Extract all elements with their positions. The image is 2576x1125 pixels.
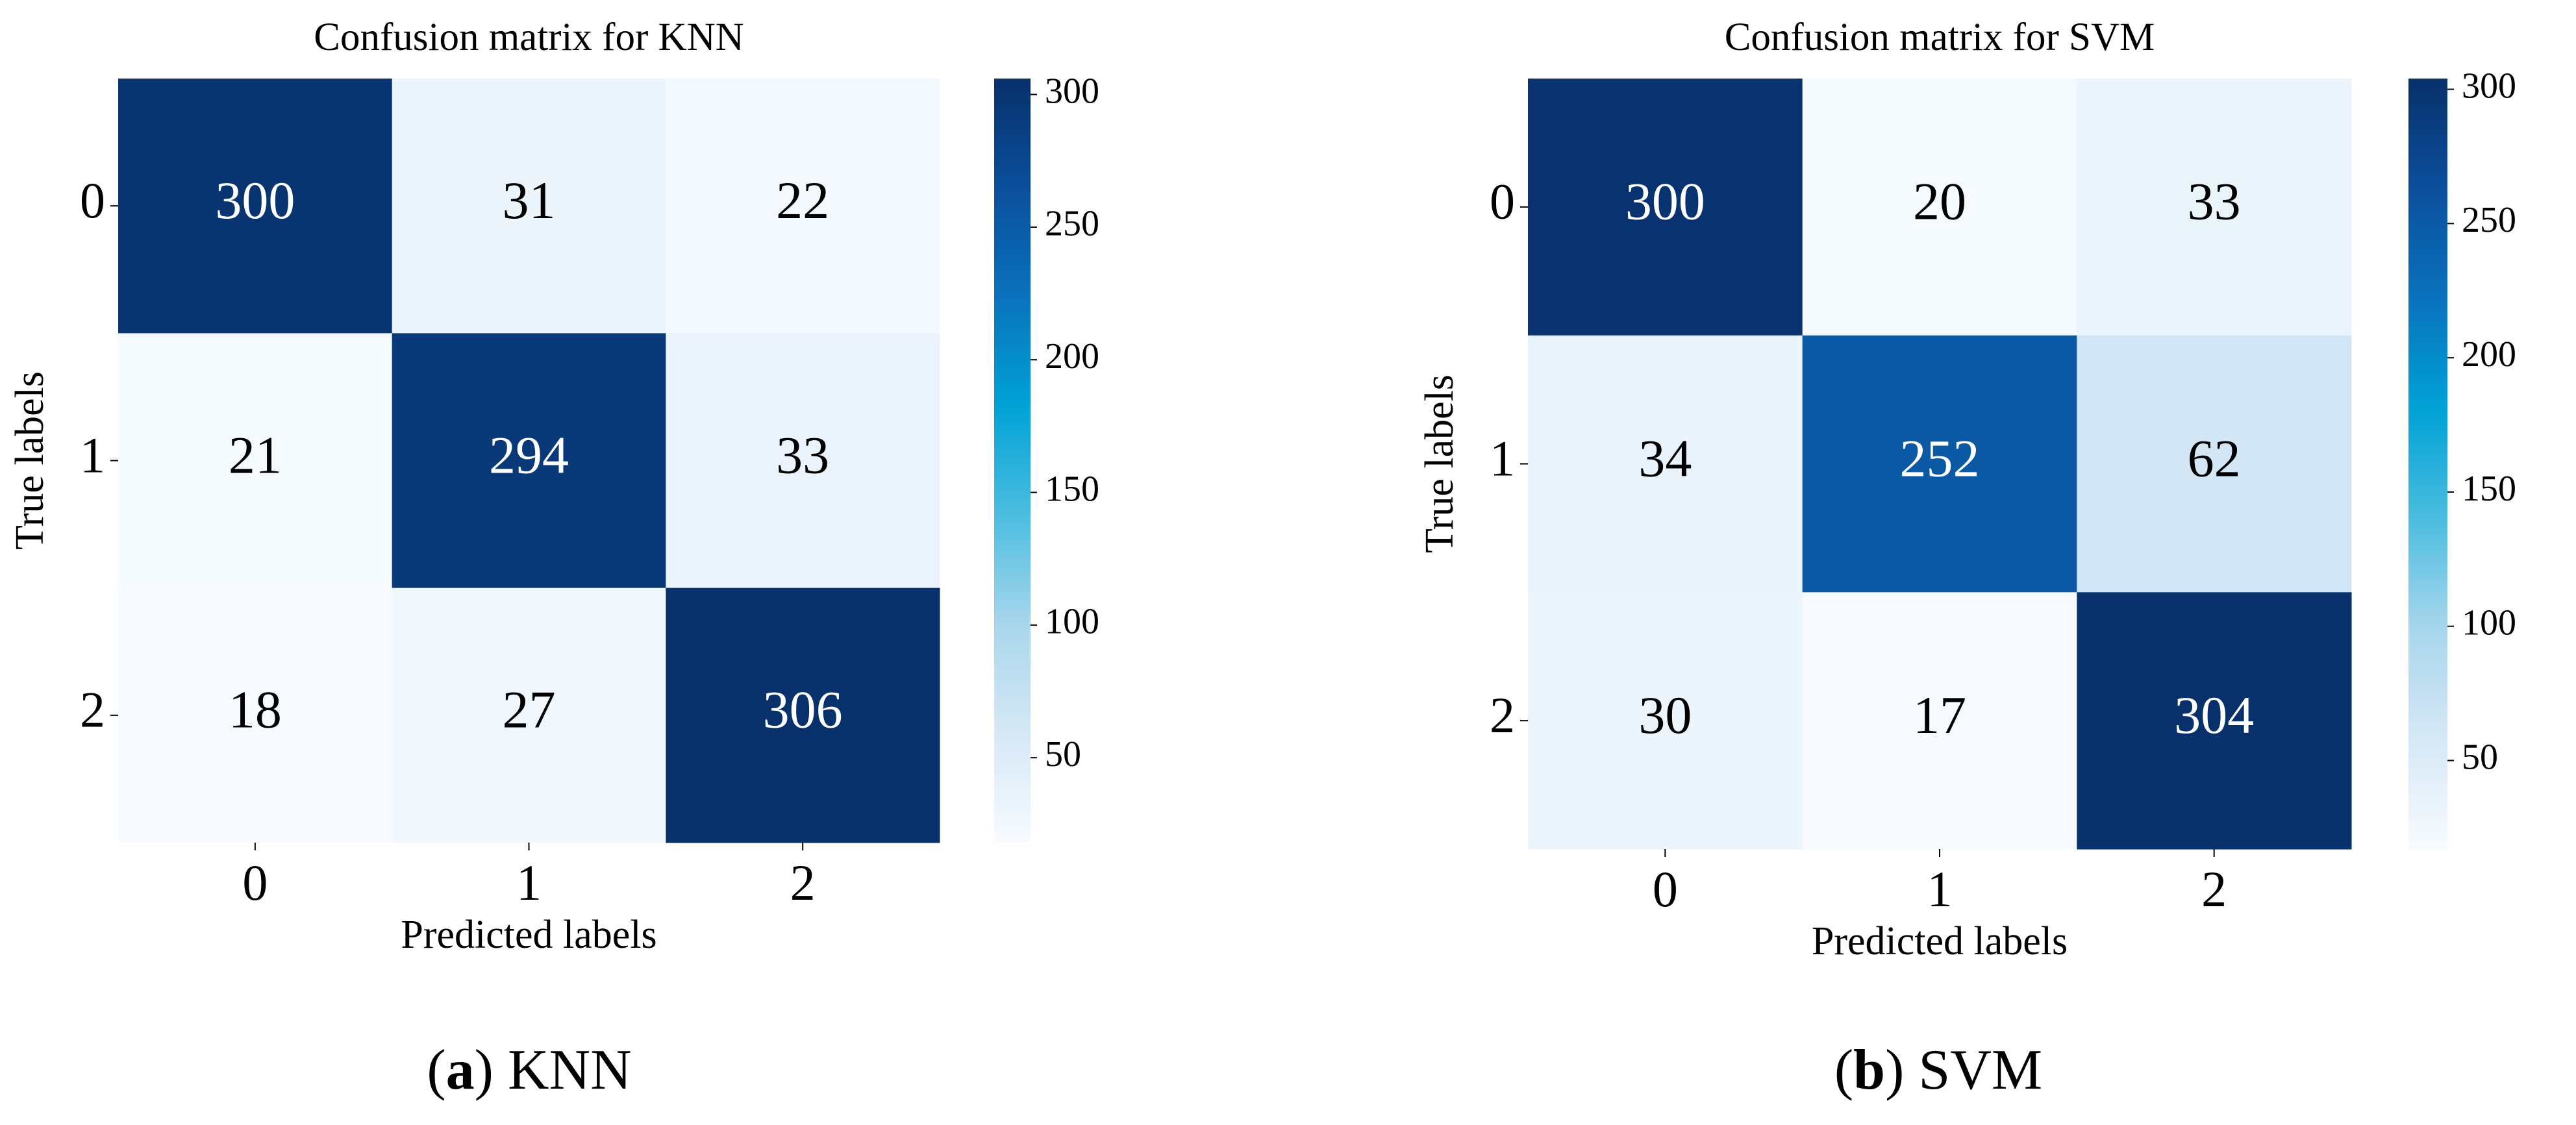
heatmap-cell (392, 587, 666, 843)
cell-value-label: 20 (1913, 172, 1966, 231)
cell-value-label: 62 (2188, 428, 2241, 488)
y-tick-label: 2 (1490, 687, 1515, 743)
cell-value-label: 34 (1638, 428, 1692, 488)
cell-value-label: 30 (1638, 686, 1692, 745)
x-tick-label: 1 (516, 854, 542, 911)
heatmap-cell (392, 79, 666, 334)
caption-part: ( (427, 1039, 445, 1102)
y-axis-label: True labels (8, 371, 52, 550)
cell-value-label: 300 (215, 171, 295, 230)
cell-value-label: 18 (229, 680, 282, 739)
caption-part: ( (1834, 1039, 1853, 1102)
x-tick-label: 1 (1927, 861, 1953, 917)
colorbar-tick-label: 150 (2462, 469, 2516, 509)
colorbar-tick-label: 300 (2462, 66, 2516, 106)
heatmap-cell (392, 333, 666, 589)
cell-value-label: 33 (2188, 172, 2241, 231)
heatmap-cell (2077, 79, 2352, 336)
colorbar-tick-label: 100 (1045, 602, 1099, 642)
heatmap-cell (1802, 79, 2077, 336)
colorbar-tick-label: 50 (2462, 737, 2498, 777)
cell-value-label: 294 (489, 425, 569, 484)
colorbar-tick-label: 150 (1045, 469, 1099, 509)
cell-value-label: 22 (776, 171, 829, 230)
caption-part: ) KNN (475, 1039, 632, 1102)
caption: (a) KNN (427, 1039, 631, 1102)
y-tick-label: 2 (80, 682, 105, 738)
y-tick-label: 1 (1490, 430, 1515, 486)
y-axis-label: True labels (1418, 375, 1462, 553)
heatmap-cell (1528, 79, 1803, 336)
heatmap-cell (1528, 592, 1803, 850)
heatmap-cell (666, 587, 940, 843)
heatmap-cell (118, 79, 393, 334)
heatmap-cell (118, 333, 393, 589)
caption-part: b (1853, 1039, 1885, 1102)
x-tick-label: 0 (242, 854, 268, 911)
heatmap-cell (2077, 335, 2352, 593)
colorbar-tick-label: 200 (1045, 336, 1099, 377)
heatmap-cell (666, 79, 940, 334)
heatmap-cell (1802, 592, 2077, 850)
x-tick-label: 2 (2201, 861, 2227, 917)
colorbar-tick-label: 250 (1045, 204, 1099, 244)
heatmap-cell (2077, 592, 2352, 850)
y-tick-label: 1 (80, 427, 105, 483)
cell-value-label: 31 (503, 171, 556, 230)
colorbar-tick-label: 100 (2462, 603, 2516, 643)
chart-title: Confusion matrix for KNN (314, 16, 744, 59)
caption: (b) SVM (1834, 1039, 2042, 1102)
cell-value-label: 27 (503, 680, 556, 739)
cell-value-label: 17 (1913, 686, 1966, 745)
cell-value-label: 21 (229, 425, 282, 484)
colorbar-tick-label: 250 (2462, 200, 2516, 240)
heatmap-cell (666, 333, 940, 589)
cell-value-label: 33 (776, 425, 829, 484)
x-axis-label: Predicted labels (401, 913, 657, 957)
colorbar (994, 79, 1031, 843)
colorbar-tick-label: 200 (2462, 334, 2516, 375)
colorbar-tick-label: 300 (1045, 71, 1099, 111)
y-tick-label: 0 (80, 172, 105, 229)
chart-title: Confusion matrix for SVM (1725, 16, 2155, 59)
cell-value-label: 252 (1900, 428, 1980, 488)
caption-part: a (446, 1039, 475, 1102)
colorbar-tick-label: 50 (1045, 734, 1081, 774)
x-axis-label: Predicted labels (1812, 919, 2068, 963)
cell-value-label: 306 (763, 680, 843, 739)
cell-value-label: 300 (1625, 172, 1705, 231)
cell-value-label: 304 (2174, 686, 2254, 745)
heatmap-cell (118, 587, 393, 843)
caption-part: ) SVM (1885, 1039, 2042, 1102)
colorbar (2408, 79, 2447, 849)
heatmap-cell (1528, 335, 1803, 593)
y-tick-label: 0 (1490, 173, 1515, 230)
x-tick-label: 2 (790, 854, 816, 911)
heatmap-cell (1802, 335, 2077, 593)
x-tick-label: 0 (1653, 861, 1678, 917)
